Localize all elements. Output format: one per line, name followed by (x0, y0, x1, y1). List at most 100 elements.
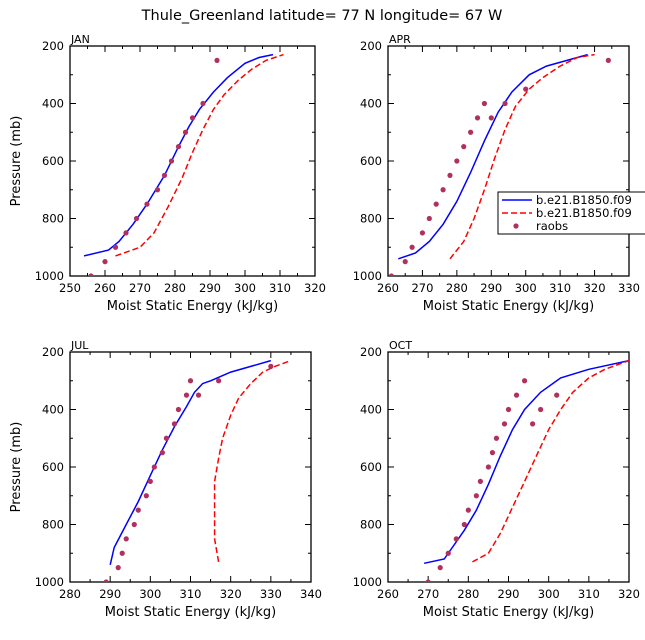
raobs-point (214, 57, 220, 63)
x-tick-label: 270 (417, 587, 439, 601)
raobs-point (154, 187, 161, 193)
series-group (388, 53, 611, 276)
y-tick-label: 800 (42, 212, 64, 226)
raobs-point (402, 259, 408, 265)
panel-title: JUL (70, 339, 89, 352)
raobs-point (501, 421, 508, 427)
y-tick-label: 200 (42, 39, 64, 53)
raobs-point (425, 579, 431, 582)
y-tick-label: 1000 (35, 269, 64, 283)
x-tick-label: 330 (260, 587, 282, 601)
y-axis-label: Pressure (mb) (9, 116, 24, 207)
raobs-point (521, 378, 528, 384)
panel-oct: 260 270 280 290 300 310 320 200 400 600 800 1000 OCT… (353, 339, 640, 620)
panel-title: JAN (70, 33, 90, 46)
raobs-point (216, 378, 222, 384)
legend-label: b.e21.B1850.f09 (536, 193, 632, 207)
raobs-point (468, 129, 474, 135)
y-tick-label: 200 (360, 345, 382, 359)
x-tick-label: 310 (549, 281, 571, 295)
x-tick-label: 280 (457, 587, 479, 601)
series-line-solid (423, 359, 629, 565)
x-tick-label: 280 (59, 587, 81, 601)
y-tick-label: 200 (42, 345, 64, 359)
raobs-point (433, 201, 439, 207)
raobs-point (112, 244, 119, 250)
raobs-point (473, 493, 479, 499)
panels: 250 260 270 280 290 300 310 320 200 400 600 800 1000… (9, 33, 640, 620)
raobs-point (143, 493, 149, 499)
y-tick-label: 1000 (353, 575, 382, 589)
raobs-point (161, 172, 168, 178)
y-tick-label: 400 (360, 97, 382, 111)
panel-apr: 260 270 280 290 300 310 320 330 200 400 600 800 1000… (353, 33, 640, 314)
raobs-point (123, 230, 129, 236)
raobs-point (133, 215, 140, 222)
series-group (423, 359, 629, 582)
legend-marker (513, 223, 519, 229)
y-tick-label: 400 (42, 403, 64, 417)
raobs-point (426, 215, 432, 222)
y-tick-label: 800 (360, 518, 382, 532)
y-tick-label: 600 (360, 460, 382, 474)
series-line-dashed (472, 359, 629, 563)
raobs-point (195, 392, 202, 398)
panel-title: APR (389, 33, 411, 46)
plot-frame (387, 351, 630, 583)
raobs-point (502, 100, 508, 107)
raobs-point (187, 378, 194, 384)
series-line-solid (109, 359, 272, 565)
x-tick-label: 280 (446, 281, 468, 295)
raobs-point (440, 187, 446, 193)
x-tick-label: 270 (411, 281, 433, 295)
x-tick-label: 310 (269, 281, 291, 295)
x-tick-label: 270 (129, 281, 151, 295)
raobs-point (189, 115, 196, 121)
raobs-point (453, 536, 459, 542)
x-tick-label: 300 (234, 281, 256, 295)
raobs-point (461, 144, 467, 150)
raobs-point (135, 507, 141, 513)
raobs-point (175, 144, 182, 150)
x-tick-label: 290 (480, 281, 502, 295)
raobs-point (103, 579, 109, 582)
x-tick-label: 250 (59, 281, 81, 295)
panel-title: OCT (389, 339, 412, 352)
raobs-point (88, 273, 94, 276)
raobs-point (175, 406, 182, 413)
plot-frame (387, 45, 630, 277)
x-tick-label: 320 (304, 281, 326, 295)
raobs-point (115, 565, 121, 571)
plot-frame (69, 45, 316, 277)
raobs-point (485, 464, 492, 470)
raobs-point (538, 406, 544, 413)
plot-frame (69, 351, 312, 583)
raobs-point (123, 536, 129, 542)
x-tick-label: 340 (300, 587, 322, 601)
raobs-point (151, 464, 157, 470)
x-tick-label: 260 (377, 587, 399, 601)
x-tick-label: 290 (199, 281, 221, 295)
y-tick-label: 1000 (35, 575, 64, 589)
x-tick-label: 320 (584, 281, 606, 295)
x-tick-label: 290 (498, 587, 520, 601)
raobs-point (605, 57, 611, 63)
x-tick-label: 330 (618, 281, 640, 295)
panel-jul: 280 290 300 310 320 330 340 200 400 600 800 1000 JUL… (9, 339, 322, 620)
raobs-point (163, 435, 169, 441)
x-tick-label: 320 (618, 587, 640, 601)
raobs-point (454, 158, 460, 164)
raobs-point (168, 158, 175, 164)
legend-label: raobs (536, 219, 568, 233)
raobs-point (477, 478, 483, 484)
raobs-point (388, 273, 395, 276)
raobs-point (419, 230, 426, 236)
raobs-point (554, 392, 560, 398)
raobs-point (159, 450, 165, 456)
panel-jan: 250 260 270 280 290 300 310 320 200 400 600 800 1000… (9, 33, 326, 314)
y-tick-label: 400 (42, 97, 64, 111)
raobs-point (474, 115, 481, 121)
x-axis-label: Moist Static Energy (kJ/kg) (423, 605, 594, 620)
